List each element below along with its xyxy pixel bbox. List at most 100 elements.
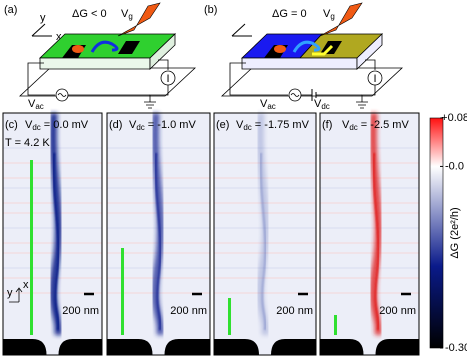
scale-label: 200 nm [276,305,313,317]
symbol: V [121,8,129,20]
value: = -2.5 mV [361,119,410,131]
map-background [320,113,419,355]
panel-label: (c) [5,119,18,131]
panel-frame [2,112,103,356]
panels: (c) Vdc = 0.0 mV T = 4.2 K 200 nm xy (d) Vdc = -… [2,112,420,356]
value: = 0.0 mV [44,119,89,131]
gate-label: Vg [323,8,335,21]
subscript: dc [32,123,40,132]
gate-electrode [271,339,316,355]
wire [27,62,55,96]
panel-label: (a) [4,4,17,16]
scale-label: 200 nm [62,305,99,317]
sample-side [39,57,151,70]
subscript: dc [321,102,329,111]
ground [144,101,156,109]
depletion [72,45,84,53]
source-label: Vac [28,98,44,111]
condition: ΔG = 0 [272,8,307,20]
subscript: g [330,12,334,21]
sample-side [241,57,358,70]
tip-bias-bar [228,298,231,335]
subscript: dc [243,123,251,132]
panel-frame [319,112,420,356]
scale-label: 200 nm [379,305,416,317]
wire [149,85,169,102]
gate-electrode [214,339,259,355]
tip-bias-bar [334,315,337,335]
wire [158,59,169,70]
gate-label: Vg [121,8,133,21]
axis-arrow [231,23,246,37]
current-arrow [90,40,119,53]
schematic-a: (a) y x ΔG < 0 Vg Vac I [4,2,197,111]
dc-label: Vdc [314,98,330,111]
subscript: ac [267,102,275,111]
axis-arrow [9,287,23,303]
map-panel: (d) Vdc = -1.0 mV 200 nm [106,112,211,356]
subscript: dc [136,123,144,132]
panel-label: (e) [216,119,229,131]
scale-label: 200 nm [170,305,207,317]
colorbar-gradient [429,117,444,349]
map-panel: (e) Vdc = -1.75 mV 200 nm [213,112,317,356]
bias-label: Vdc = -2.5 mV [342,119,409,132]
colorbar-tick-label: +0.08 [441,112,467,124]
gate-electrode [3,339,47,355]
signal-streak-core [52,152,60,331]
axis-label: x [56,31,62,43]
gate-electrode [58,339,102,355]
map-panel: (c) Vdc = 0.0 mV T = 4.2 K 200 nm xy [2,112,103,356]
symbol: V [342,119,350,131]
colorbar-tick-label: -0.0 [445,160,464,172]
signal-streak-core [259,152,267,331]
current-arrow [292,40,321,53]
wire [365,59,376,70]
gate-electrode [107,339,153,355]
signal-streak-core [154,152,162,331]
schematic-b: (b) ΔG = 0 Vg Vac Vdc I [204,2,404,111]
panel-frame [106,112,211,356]
meter-label: I [373,73,376,85]
bias-label: Vdc = -1.0 mV [129,119,196,132]
tip-bias-bar [30,160,33,335]
gate-electrode [164,339,210,355]
sample-side [356,33,383,70]
colorbar-label: ΔG (2e²/h) [449,207,461,258]
bias-label: Vdc = 0.0 mV [25,119,89,132]
sample-side [149,33,176,70]
value: = -1.0 mV [148,119,197,131]
bias-label: Vdc = -1.75 mV [236,119,310,132]
axis-label: y [7,287,13,299]
colorbar-tick-label: -0.30 [445,342,467,354]
subscript: g [128,12,132,21]
value: = -1.75 mV [255,119,310,131]
ac-symbol [57,93,67,97]
symbol: V [236,119,244,131]
panel-label: (d) [109,119,122,131]
subscript: ac [35,102,43,111]
condition: ΔG < 0 [72,8,107,20]
axis-label: x [23,279,29,291]
subscript: dc [349,123,357,132]
depletion [274,45,286,53]
colorbar: +0.08 -0.0 -0.30 ΔG (2e²/h) [429,112,467,354]
tip [117,2,161,37]
symbol: V [314,98,322,110]
tip-bias-bar [121,248,124,335]
electrode [118,41,140,54]
signal-streak-core [372,152,380,331]
symbol: V [129,119,137,131]
ground [356,101,368,109]
panel-frame [213,112,317,356]
map-panel: (f) Vdc = -2.5 mV 200 nm [319,112,420,356]
temperature: T = 4.2 K [5,137,50,149]
wire [229,62,288,96]
ac-symbol [290,93,300,97]
symbol: V [25,119,33,131]
source-label: Vac [260,98,276,111]
meter-label: I [166,73,169,85]
axis-label: y [40,12,46,24]
